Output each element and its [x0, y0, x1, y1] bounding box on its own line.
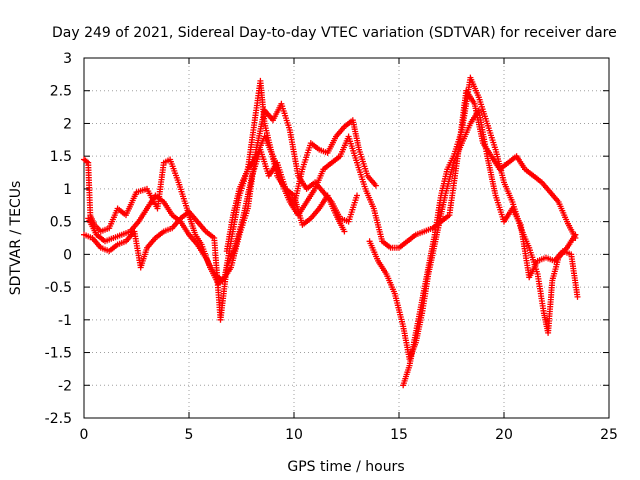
- y-tick-label: 2: [63, 116, 72, 132]
- marker-trace: [81, 77, 379, 287]
- y-tick-label: 3: [63, 51, 72, 67]
- y-tick-label: -2: [58, 378, 72, 394]
- y-tick-label: -1: [58, 313, 72, 329]
- x-tick-label: 10: [285, 427, 303, 443]
- y-axis-ticks: -2.5 -2 -1.5 -1 -0.5 0 0.5 1 1.5 2 2.5 3: [45, 51, 609, 427]
- x-axis-ticks: 0 5 10 15 20 25: [80, 58, 618, 443]
- y-axis-label: SDTVAR / TECUs: [8, 181, 24, 296]
- marker-trace: [400, 74, 579, 389]
- y-tick-label: 1.5: [50, 149, 72, 165]
- series-track-6: [400, 74, 579, 389]
- y-tick-label: 0: [63, 247, 72, 263]
- x-axis-label: GPS time / hours: [287, 459, 404, 475]
- data-points: [81, 74, 581, 389]
- x-tick-label: 15: [390, 427, 408, 443]
- grid-lines: [84, 58, 609, 418]
- y-tick-label: -0.5: [45, 280, 72, 296]
- y-tick-label: 1: [63, 182, 72, 198]
- y-tick-label: -1.5: [45, 346, 72, 362]
- x-tick-label: 20: [495, 427, 513, 443]
- marker-trace: [85, 100, 360, 284]
- plot-frame: [83, 57, 610, 419]
- y-tick-label: 2.5: [50, 84, 72, 100]
- y-tick-label: -2.5: [45, 411, 72, 427]
- x-tick-label: 25: [600, 427, 618, 443]
- x-tick-label: 5: [185, 427, 194, 443]
- series-track-1: [81, 77, 379, 287]
- x-tick-label: 0: [80, 427, 89, 443]
- y-tick-label: 0.5: [50, 215, 72, 231]
- series-track-3: [85, 100, 360, 284]
- chart-title: Day 249 of 2021, Sidereal Day-to-day VTE…: [52, 25, 617, 41]
